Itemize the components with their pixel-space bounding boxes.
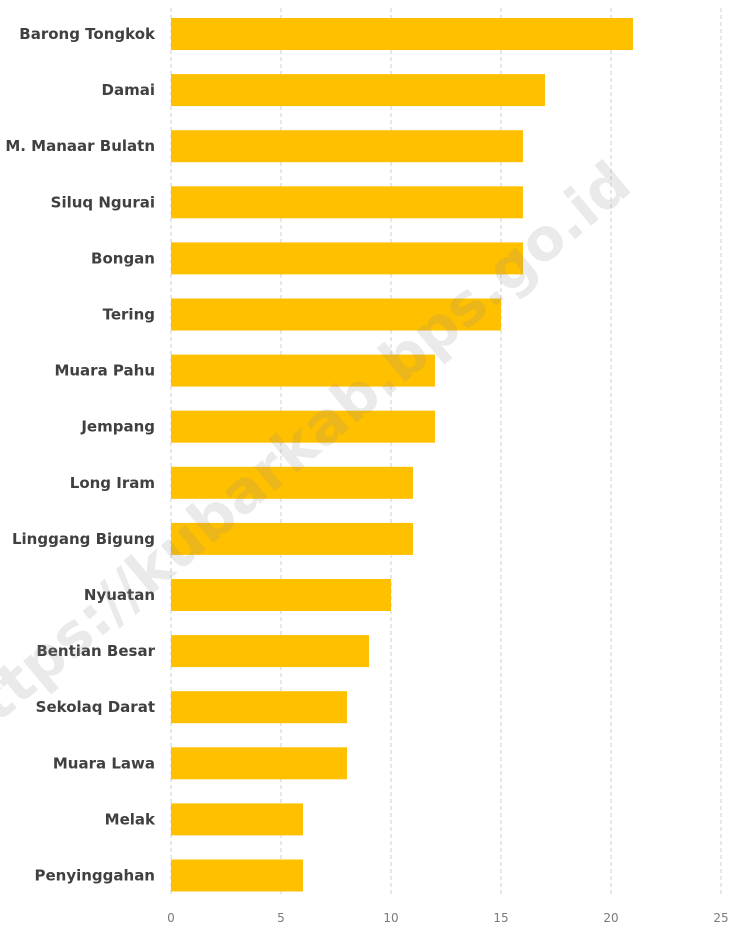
bar: [171, 354, 435, 387]
category-label: Tering: [103, 306, 155, 324]
bar: [171, 242, 523, 275]
category-label: Sekolaq Darat: [36, 698, 155, 716]
category-label: Damai: [102, 81, 155, 99]
x-tick-label: 10: [383, 911, 398, 925]
category-label: Bentian Besar: [36, 642, 155, 660]
category-label: Long Iram: [70, 474, 155, 492]
category-label: Barong Tongkok: [19, 25, 156, 43]
category-label: Siluq Ngurai: [51, 193, 155, 211]
x-axis-ticks: 0 5 10 15 20 25: [167, 911, 728, 925]
category-label: Muara Lawa: [53, 754, 155, 772]
category-label: Jempang: [80, 418, 155, 436]
category-label: Linggang Bigung: [12, 530, 155, 548]
x-tick-label: 15: [493, 911, 508, 925]
category-label: Melak: [105, 810, 156, 828]
watermark-text: https://kubarkab.bps.go.id: [0, 148, 643, 761]
bar: [171, 859, 303, 892]
bar: [171, 186, 523, 219]
bar: [171, 803, 303, 836]
bar: [171, 579, 391, 611]
bar: [171, 466, 413, 499]
bar: [171, 18, 633, 50]
bars: [171, 18, 633, 892]
bar: [171, 130, 523, 163]
bar: [171, 74, 545, 107]
x-tick-label: 25: [713, 911, 728, 925]
category-label: Penyinggahan: [34, 867, 155, 885]
category-label: M. Manaar Bulatn: [5, 137, 155, 155]
bar: [171, 410, 435, 443]
category-label: Muara Pahu: [54, 362, 155, 380]
bar: [171, 747, 347, 780]
bar: [171, 691, 347, 724]
x-tick-label: 5: [277, 911, 285, 925]
category-labels: Barong Tongkok Damai M. Manaar Bulatn Siluq…: [5, 25, 156, 885]
bar: [171, 298, 501, 331]
bar: [171, 522, 413, 555]
bar: [171, 635, 369, 668]
x-tick-label: 0: [167, 911, 175, 925]
category-label: Nyuatan: [84, 586, 155, 604]
category-label: Bongan: [91, 249, 155, 267]
x-tick-label: 20: [603, 911, 618, 925]
